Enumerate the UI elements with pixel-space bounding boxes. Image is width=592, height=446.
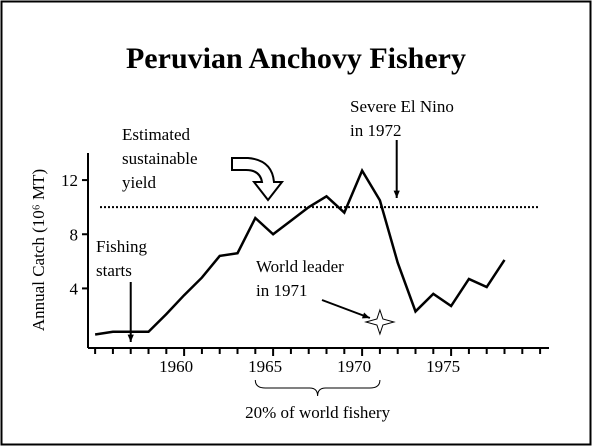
- arrow-head: [361, 312, 370, 319]
- sustainable-yield-label: Estimated: [122, 125, 190, 144]
- annotation: starts: [96, 261, 132, 280]
- hollow-arrow: [231, 157, 285, 202]
- x-tick-label: 1970: [337, 357, 371, 376]
- y-tick-label: 8: [70, 225, 79, 244]
- sustainable-yield-label: yield: [122, 173, 156, 192]
- x-tick-label: 1960: [159, 357, 193, 376]
- annotation: Severe El Nino: [350, 97, 454, 116]
- y-tick-label: 12: [61, 171, 78, 190]
- brace: [254, 379, 381, 397]
- x-tick-label: 1965: [248, 357, 282, 376]
- arrow-head: [127, 334, 134, 342]
- y-tick-label: 4: [70, 279, 79, 298]
- arrow-shaft: [321, 299, 371, 319]
- annotation: in 1972: [350, 121, 401, 140]
- arrow-head: [393, 190, 400, 198]
- annotation: in 1971: [256, 281, 307, 300]
- annotation: World leader: [256, 257, 344, 276]
- star: [364, 308, 396, 336]
- y-axis-label: Annual Catch (10⁶ MT): [29, 169, 48, 331]
- x-tick-label: 1975: [426, 357, 460, 376]
- annotation: 20% of world fishery: [245, 403, 390, 422]
- annotation: Fishing: [96, 237, 148, 256]
- data-line: [94, 167, 506, 336]
- chart-title: Peruvian Anchovy Fishery: [126, 42, 466, 75]
- sustainable-yield-label: sustainable: [122, 149, 198, 168]
